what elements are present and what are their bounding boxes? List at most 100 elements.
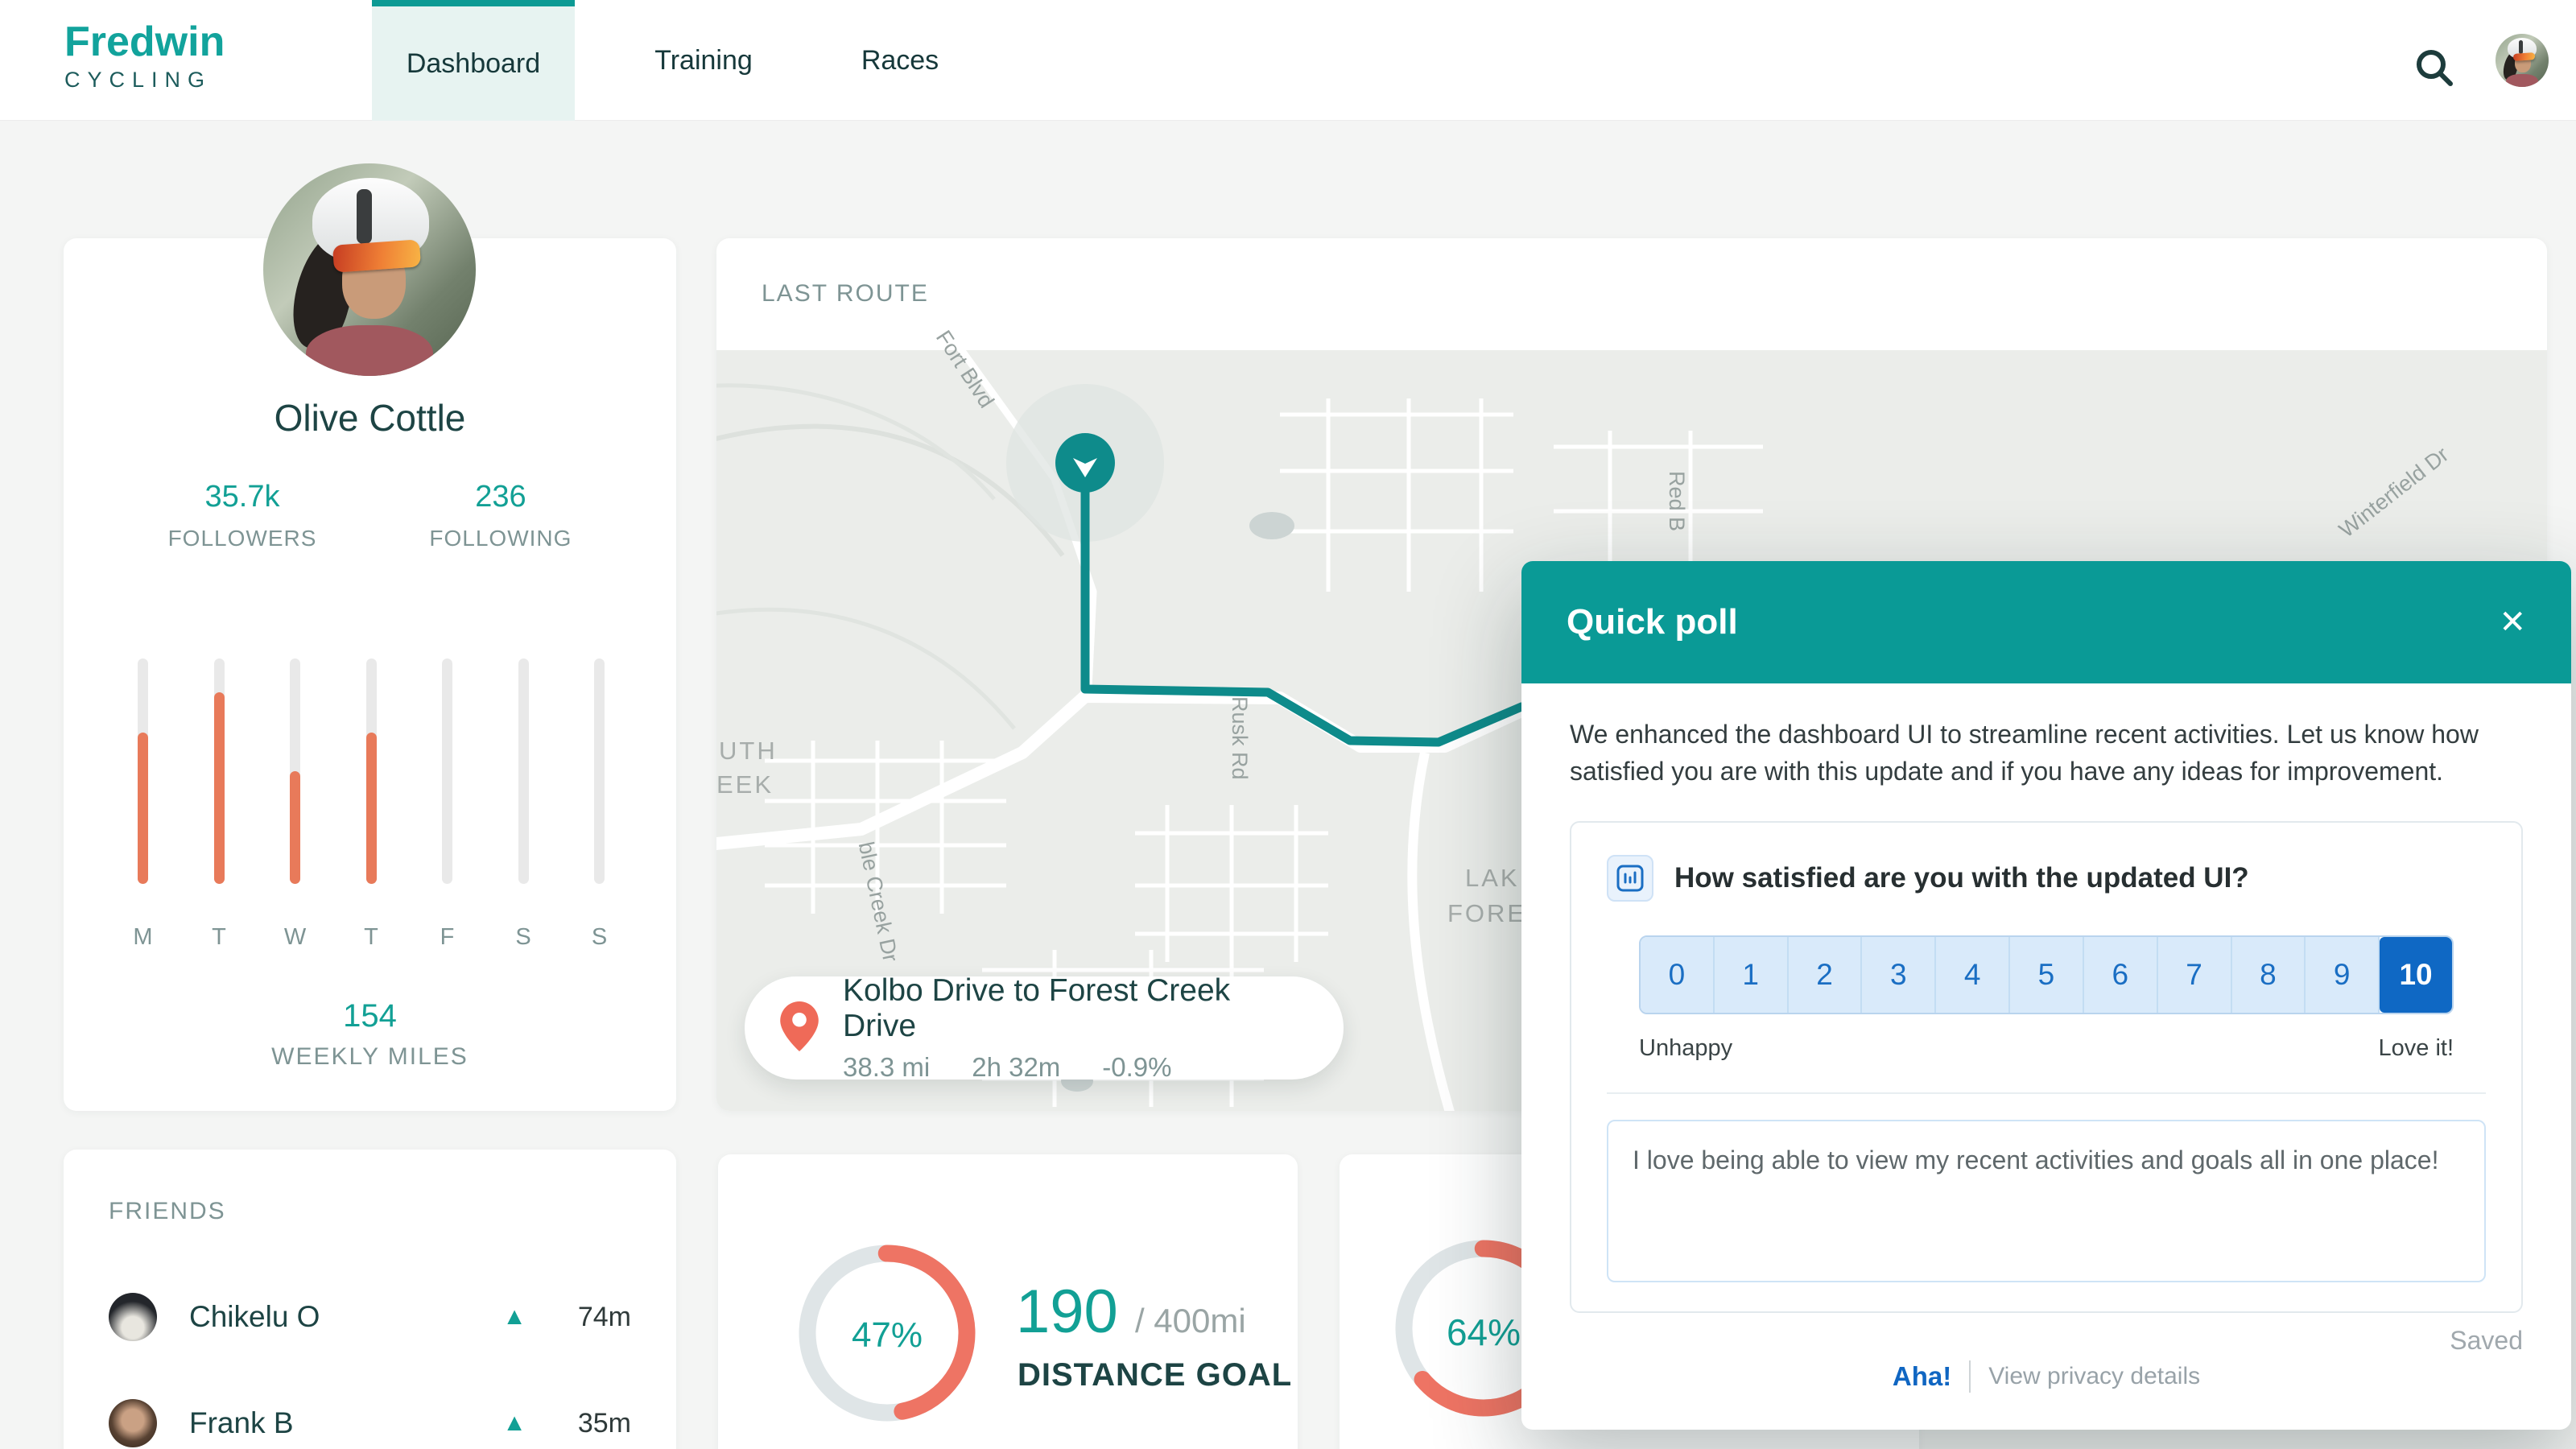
brand-logo[interactable]: Fredwin CYCLING [64,21,225,91]
quick-poll-intro: We enhanced the dashboard UI to streamli… [1570,720,2479,786]
scale-option-6[interactable]: 6 [2083,936,2158,1013]
user-avatar[interactable] [2496,34,2549,87]
search-icon[interactable] [2413,47,2455,89]
scale-option-8[interactable]: 8 [2231,936,2306,1013]
scale-option-9[interactable]: 9 [2306,936,2380,1013]
bar-tuesday [213,658,225,884]
weekly-miles-total: 154 [343,998,397,1034]
route-name: Kolbo Drive to Forest Creek Drive [843,973,1231,1043]
scale-option-0[interactable]: 0 [1641,936,1715,1013]
following-label: FOLLOWING [429,526,572,551]
followers-label: FOLLOWERS [167,526,317,551]
brand-subtitle: CYCLING [64,68,213,92]
bar-wednesday [290,658,300,884]
friends-title: FRIENDS [109,1198,226,1224]
scale-option-2[interactable]: 2 [1788,936,1863,1013]
distance-goal-percent: 47% [851,1315,923,1355]
tab-races-label: Races [861,44,939,76]
bar-monday [138,658,148,884]
tab-dashboard[interactable]: Dashboard [372,0,575,121]
friend-row-frank[interactable]: Frank B ▲ 35m [109,1399,631,1447]
footer-divider [1969,1360,1971,1393]
quick-poll-body: We enhanced the dashboard UI to streamli… [1521,683,2571,1393]
profile-card: Olive Cottle 35.7k FOLLOWERS 236 FOLLOWI… [64,163,676,1111]
scale-option-1[interactable]: 1 [1714,936,1789,1013]
quick-poll-header: Quick poll ✕ [1521,561,2571,683]
bar-friday [442,658,452,884]
friend-avatar-chikelu [109,1293,157,1341]
scale-option-5[interactable]: 5 [2010,936,2084,1013]
followers-count: 35.7k [204,480,280,514]
bar-saturday [518,658,529,884]
friend-name: Frank B [189,1406,294,1439]
satisfaction-scale: 0 1 2 3 4 5 6 7 8 9 10 [1639,935,2454,1014]
close-icon[interactable]: ✕ [2499,605,2526,640]
route-direction-arrow-icon [1073,458,1097,477]
scale-option-7[interactable]: 7 [2157,936,2232,1013]
map-pin-icon [780,1001,819,1055]
poll-footer: Aha! View privacy details [1570,1360,2523,1393]
scale-option-4[interactable]: 4 [1936,936,2011,1013]
poll-divider [1607,1092,2486,1094]
street-label-red-b: Red B [1665,471,1689,532]
brand-name: Fredwin [64,19,225,65]
friend-name: Chikelu O [189,1300,320,1333]
tab-training[interactable]: Training [650,0,758,121]
quick-poll-modal: Quick poll ✕ We enhanced the dashboard U… [1521,561,2571,1430]
profile-photo-jersey [305,324,434,376]
area-label-uth: UTH [719,737,778,765]
weekday-labels: M T W T F S S [133,924,608,950]
profile-stats: 35.7k FOLLOWERS 236 FOLLOWING [64,480,676,551]
poll-comment-input[interactable]: I love being able to view my recent acti… [1607,1119,2486,1282]
friend-row-chikelu[interactable]: Chikelu O ▲ 74m [109,1293,631,1341]
scale-min-label: Unhappy [1639,1034,1733,1061]
saved-status: Saved [2450,1325,2523,1355]
profile-photo-helmet-vent [357,188,372,245]
route-start-marker [1055,433,1115,493]
distance-goal-target: / 400mi [1134,1302,1246,1340]
following-count: 236 [475,480,526,514]
area-label-eek: EEK [716,770,774,799]
distance-goal-label: DISTANCE GOAL [1018,1357,1293,1393]
friend-delta: 35m [577,1407,631,1439]
bar-sunday [594,658,605,884]
trend-up-icon: ▲ [502,1410,526,1436]
avatar-helmet-vent [2519,39,2523,55]
poll-question-card: How satisfied are you with the updated U… [1570,820,2523,1313]
second-goal-percent: 64% [1446,1311,1521,1353]
weekly-miles-chart [138,658,605,884]
distance-goal-value: 190 / 400mi [1016,1278,1246,1346]
friends-card: FRIENDS Chikelu O ▲ 74m Frank B ▲ 35m [64,1150,676,1449]
scale-option-3[interactable]: 3 [1862,936,1937,1013]
poll-question-row: How satisfied are you with the updated U… [1607,854,2486,902]
scale-option-10-selected[interactable]: 10 [2380,936,2452,1013]
route-stats: 38.3 mi 2h 32m -0.9% [843,1052,1308,1083]
area-label-fore: FORE [1447,899,1527,927]
tab-training-label: Training [654,44,753,76]
poll-question: How satisfied are you with the updated U… [1674,861,2249,894]
scale-max-label: Love it! [2378,1034,2454,1061]
route-summary-pill[interactable]: Kolbo Drive to Forest Creek Drive 38.3 m… [745,973,1344,1083]
last-route-title: LAST ROUTE [762,280,929,307]
profile-name: Olive Cottle [274,397,466,439]
profile-photo-sunglasses [332,238,422,273]
quick-poll-title: Quick poll [1567,602,1738,642]
friend-avatar-frank [109,1399,157,1447]
friend-delta: 74m [577,1301,631,1332]
street-label-rusk-rd: Rusk Rd [1228,696,1252,780]
avatar-sunglasses [2512,52,2536,61]
weekly-miles-label: WEEKLY MILES [271,1043,469,1070]
route-duration: 2h 32m [972,1052,1061,1082]
profile-photo [263,163,476,376]
followers-stat: 35.7k FOLLOWERS [168,480,317,551]
tab-races[interactable]: Races [858,0,942,121]
bar-chart-icon [1607,854,1653,902]
area-label-lak: LAK [1465,864,1520,892]
trend-up-icon: ▲ [502,1303,526,1330]
scale-endpoint-labels: Unhappy Love it! [1639,1035,2454,1062]
bar-thursday [365,658,377,884]
aha-logo[interactable]: Aha! [1892,1360,1952,1391]
view-privacy-link[interactable]: View privacy details [1988,1362,2201,1389]
following-stat: 236 FOLLOWING [429,480,572,551]
